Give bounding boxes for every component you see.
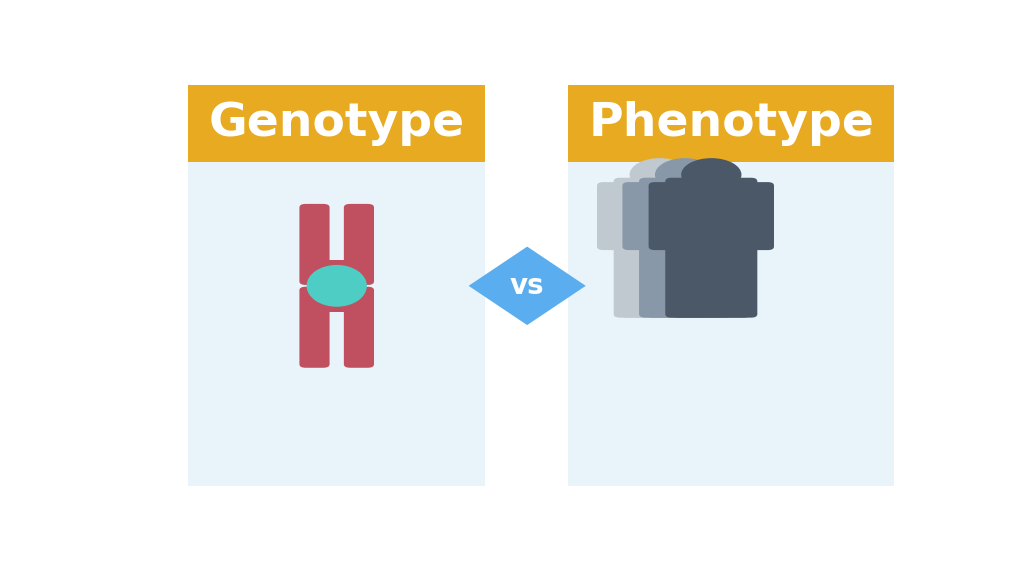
Text: Genotype: Genotype	[208, 101, 464, 146]
FancyBboxPatch shape	[299, 204, 330, 285]
Polygon shape	[328, 260, 368, 281]
Text: vs: vs	[510, 272, 545, 300]
FancyBboxPatch shape	[344, 204, 374, 285]
FancyBboxPatch shape	[597, 182, 630, 250]
Circle shape	[681, 158, 741, 191]
Polygon shape	[306, 290, 368, 312]
FancyBboxPatch shape	[666, 178, 758, 252]
Circle shape	[655, 158, 715, 191]
Polygon shape	[568, 85, 894, 162]
Polygon shape	[306, 260, 368, 281]
FancyBboxPatch shape	[613, 178, 706, 252]
FancyBboxPatch shape	[639, 243, 731, 318]
FancyBboxPatch shape	[681, 247, 724, 318]
Polygon shape	[306, 290, 345, 312]
FancyBboxPatch shape	[646, 247, 689, 318]
FancyBboxPatch shape	[655, 247, 698, 318]
Polygon shape	[469, 247, 586, 325]
FancyBboxPatch shape	[613, 243, 706, 318]
Text: Phenotype: Phenotype	[588, 101, 874, 146]
Polygon shape	[328, 290, 368, 312]
FancyBboxPatch shape	[299, 287, 330, 368]
FancyBboxPatch shape	[708, 247, 751, 318]
FancyBboxPatch shape	[344, 287, 374, 368]
FancyBboxPatch shape	[666, 243, 758, 318]
FancyBboxPatch shape	[623, 182, 655, 250]
FancyBboxPatch shape	[648, 182, 681, 250]
FancyBboxPatch shape	[639, 178, 731, 252]
FancyBboxPatch shape	[690, 182, 722, 250]
Ellipse shape	[306, 265, 367, 307]
Polygon shape	[568, 85, 894, 486]
Polygon shape	[306, 260, 345, 281]
FancyBboxPatch shape	[715, 182, 748, 250]
FancyBboxPatch shape	[621, 247, 664, 318]
FancyBboxPatch shape	[673, 247, 715, 318]
Polygon shape	[187, 85, 485, 486]
Circle shape	[630, 158, 690, 191]
Polygon shape	[187, 85, 485, 162]
FancyBboxPatch shape	[741, 182, 774, 250]
